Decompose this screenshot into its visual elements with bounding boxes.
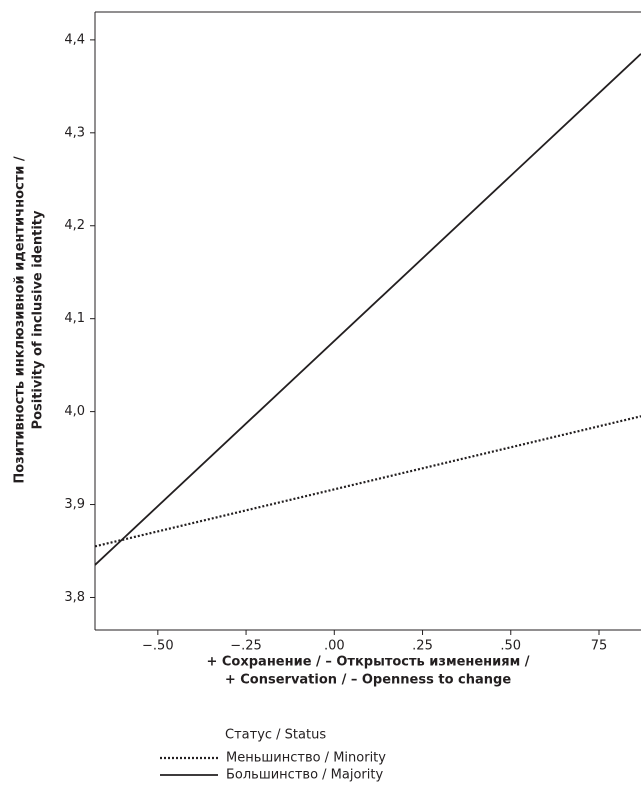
y-tick-label: 4,4 [64,32,85,47]
legend-title: Статус / Status [225,728,326,743]
x-tick-label: −.50 [142,639,174,654]
x-tick-label: −.25 [230,639,262,654]
series-line [94,53,641,566]
y-tick-label: 3,8 [64,590,85,605]
x-axis-label: + Conservation / – Openness to change [225,673,512,688]
y-tick-label: 4,3 [64,125,85,140]
legend-label: Большинство / Majority [226,768,383,783]
x-tick-label: 75 [591,639,608,654]
y-tick-label: 4,1 [64,311,85,326]
y-axis-label: Позитивность инклюзивной идентичности / [13,156,28,484]
y-tick-label: 4,0 [64,404,85,419]
y-tick-label: 4,2 [64,218,85,233]
x-tick-label: .50 [500,639,521,654]
legend-label: Меньшинство / Minority [226,751,386,766]
x-tick-label: .25 [412,639,433,654]
x-tick-label: .00 [324,639,345,654]
y-tick-label: 3,9 [64,497,85,512]
x-axis-label: + Сохранение / – Открытость изменениям / [206,655,529,670]
y-axis-label: Positivity of inclusive identity [31,210,46,429]
series-line [94,415,641,548]
